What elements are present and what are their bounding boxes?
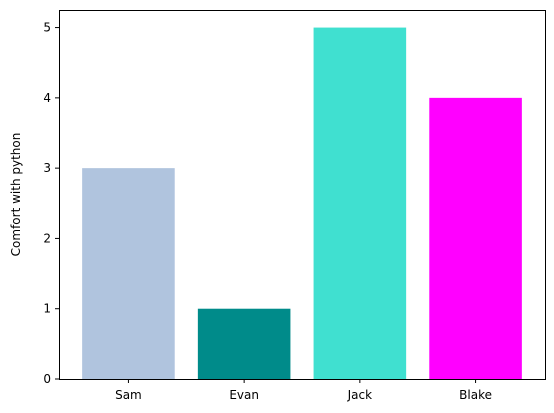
y-tick-label: 1 [43,302,51,316]
x-tick-label: Sam [115,388,142,402]
y-tick-label: 3 [43,161,51,175]
bar-evan [198,309,291,379]
y-tick-label: 2 [43,231,51,245]
bar-jack [314,28,407,379]
y-tick-label: 5 [43,21,51,35]
x-axis-ticks: Sam Evan Jack Blake [115,379,492,402]
x-tick-label: Jack [347,388,372,402]
y-axis-ticks: 0 1 2 3 4 5 [43,21,59,386]
y-tick-label: 4 [43,91,51,105]
y-axis-label: Comfort with python [9,133,23,257]
bar-sam [82,168,175,379]
x-tick-label: Evan [229,388,259,402]
bars-group [82,28,522,379]
bar-blake [429,98,522,379]
y-tick-label: 0 [43,372,51,386]
x-tick-label: Blake [459,388,492,402]
